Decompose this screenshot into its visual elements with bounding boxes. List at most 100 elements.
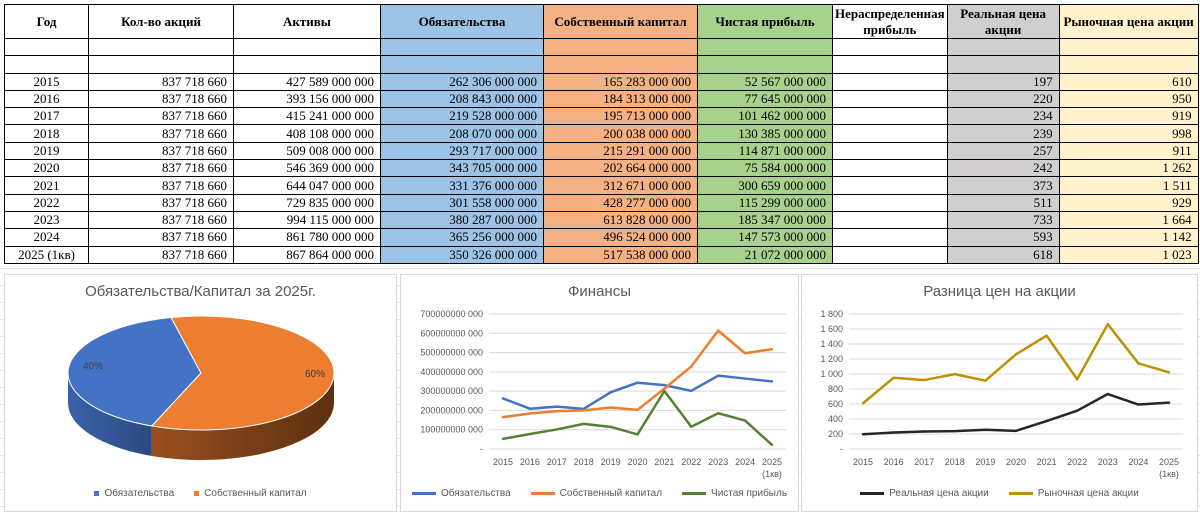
cell[interactable]: [697, 55, 833, 74]
cell[interactable]: 257: [946, 141, 1060, 161]
cell[interactable]: [832, 228, 948, 247]
cell[interactable]: 415 241 000 000: [233, 107, 381, 126]
cell[interactable]: [4, 37, 89, 57]
data-point[interactable]: [743, 419, 747, 422]
cell[interactable]: 1 664: [1058, 210, 1199, 230]
data-point[interactable]: [528, 407, 532, 410]
cell[interactable]: 208 843 000 000: [380, 89, 544, 109]
cell[interactable]: [380, 37, 544, 57]
legend-item[interactable]: Обязательства: [94, 488, 174, 499]
pie-slice-capital[interactable]: [150, 315, 335, 431]
series-line-0[interactable]: [502, 374, 773, 411]
legend-item[interactable]: Чистая прибыль: [682, 488, 787, 499]
column-header[interactable]: Активы: [233, 4, 381, 39]
cell[interactable]: 511: [946, 193, 1060, 212]
cell[interactable]: 517 538 000 000: [543, 245, 698, 264]
cell[interactable]: [543, 55, 698, 74]
cell[interactable]: 729 835 000 000: [233, 193, 381, 212]
cell[interactable]: [832, 210, 948, 230]
cell[interactable]: 202 664 000 000: [543, 159, 698, 178]
cell[interactable]: 301 558 000 000: [380, 193, 544, 212]
data-point[interactable]: [501, 437, 505, 441]
price-line-chart[interactable]: Разница цен на акции - 200 400 600 800 1 000 1…: [801, 274, 1198, 512]
cell[interactable]: 215 291 000 000: [543, 141, 698, 161]
cell[interactable]: 101 462 000 000: [697, 107, 833, 126]
cell[interactable]: 644 047 000 000: [233, 176, 381, 195]
data-point[interactable]: [717, 329, 720, 332]
legend-item[interactable]: Обязательства: [411, 488, 511, 499]
cell[interactable]: 837 718 660: [88, 193, 234, 212]
cell[interactable]: 220: [946, 89, 1060, 109]
cell[interactable]: 929: [1058, 193, 1199, 212]
legend-item[interactable]: Рыночная цена акции: [1008, 488, 1139, 499]
data-point[interactable]: [1167, 371, 1171, 374]
cell[interactable]: 373: [946, 176, 1060, 195]
cell[interactable]: 293 717 000 000: [380, 141, 544, 161]
cell[interactable]: 427 589 000 000: [233, 72, 381, 91]
data-point[interactable]: [663, 383, 666, 387]
cell[interactable]: [1058, 55, 1199, 74]
cell[interactable]: 77 645 000 000: [697, 89, 833, 109]
cell[interactable]: 2015: [4, 72, 89, 91]
cell[interactable]: 380 287 000 000: [380, 210, 544, 230]
data-point[interactable]: [528, 432, 532, 436]
data-point[interactable]: [1076, 378, 1079, 381]
cell[interactable]: 919: [1058, 107, 1199, 126]
data-point[interactable]: [609, 406, 612, 409]
legend-item[interactable]: Собственный капитал: [194, 488, 307, 499]
cell[interactable]: 613 828 000 000: [543, 210, 698, 230]
series-line-0[interactable]: [862, 392, 1170, 436]
cell[interactable]: 130 385 000 000: [697, 124, 833, 143]
cell[interactable]: [832, 107, 948, 126]
data-point[interactable]: [1106, 392, 1109, 396]
cell[interactable]: 837 718 660: [88, 107, 234, 126]
data-point[interactable]: [690, 389, 693, 393]
column-header[interactable]: Рыночная цена акции: [1058, 4, 1199, 39]
cell[interactable]: 837 718 660: [88, 89, 234, 109]
data-point[interactable]: [690, 365, 693, 368]
cell[interactable]: [832, 72, 948, 91]
cell[interactable]: [88, 37, 234, 57]
cell[interactable]: 331 376 000 000: [380, 176, 544, 195]
column-header[interactable]: Нераспределенная прибыль: [832, 4, 948, 39]
data-point[interactable]: [1014, 353, 1018, 356]
cell[interactable]: 1 511: [1058, 176, 1199, 195]
data-point[interactable]: [609, 391, 612, 394]
cell[interactable]: 837 718 660: [88, 159, 234, 178]
data-point[interactable]: [501, 397, 505, 400]
data-point[interactable]: [743, 377, 747, 380]
cell[interactable]: 546 369 000 000: [233, 159, 381, 178]
cell[interactable]: [233, 37, 381, 57]
data-point[interactable]: [1076, 409, 1079, 412]
cell[interactable]: 994 115 000 000: [233, 210, 381, 230]
cell[interactable]: 911: [1058, 141, 1199, 161]
cell[interactable]: 219 528 000 000: [380, 107, 544, 126]
cell[interactable]: 350 326 000 000: [380, 245, 544, 264]
data-point[interactable]: [861, 433, 865, 436]
data-point[interactable]: [892, 431, 895, 434]
cell[interactable]: [832, 159, 948, 178]
cell[interactable]: 234: [946, 107, 1060, 126]
data-point[interactable]: [1137, 403, 1140, 406]
data-point[interactable]: [923, 430, 926, 433]
finance-line-chart[interactable]: Финансы - 100000000 000 200000000 000 30000…: [400, 274, 799, 512]
cell[interactable]: 208 070 000 000: [380, 124, 544, 143]
cell[interactable]: [832, 245, 948, 264]
column-header[interactable]: Собственный капитал: [543, 4, 698, 39]
cell[interactable]: 837 718 660: [88, 245, 234, 264]
data-point[interactable]: [528, 412, 532, 415]
data-point[interactable]: [690, 425, 693, 428]
cell[interactable]: 733: [946, 210, 1060, 230]
cell[interactable]: 950: [1058, 89, 1199, 109]
column-header[interactable]: Обязательства: [380, 4, 544, 39]
cell[interactable]: [832, 141, 948, 161]
column-header[interactable]: Кол-во акций: [88, 4, 234, 39]
cell[interactable]: [697, 37, 833, 57]
cell[interactable]: 837 718 660: [88, 228, 234, 247]
column-header[interactable]: Год: [4, 4, 89, 39]
cell[interactable]: 593: [946, 228, 1060, 247]
data-point[interactable]: [582, 409, 585, 412]
cell[interactable]: [4, 55, 89, 74]
legend-item[interactable]: Собственный капитал: [530, 488, 662, 499]
series-line-1[interactable]: [502, 329, 773, 419]
